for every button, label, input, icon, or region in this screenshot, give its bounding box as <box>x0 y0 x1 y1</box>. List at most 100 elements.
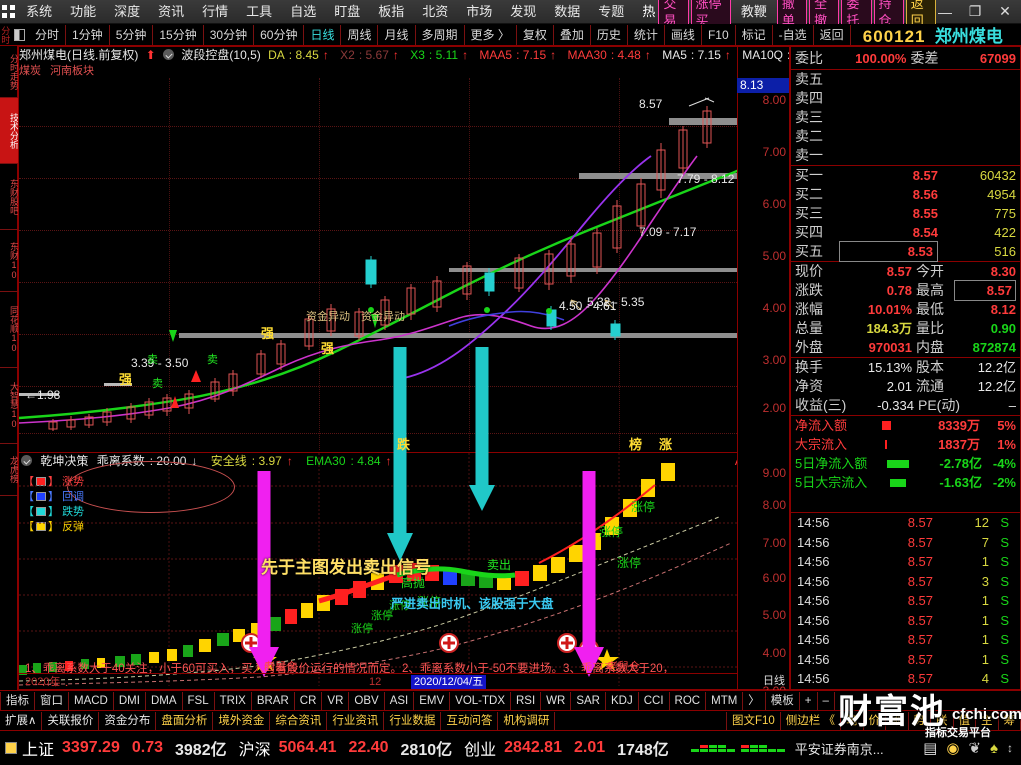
indbar-cci[interactable]: CCI <box>639 691 670 710</box>
indbar-vr[interactable]: VR <box>322 691 350 710</box>
minimize-icon[interactable]: — <box>938 3 952 20</box>
bid-row-5[interactable]: 买五 8.53 516 <box>791 241 1020 262</box>
bid-row-1[interactable]: 买一 8.57 60432 <box>795 167 1016 183</box>
menu-item-market[interactable]: 市场 <box>466 3 493 19</box>
extbar-tick[interactable]: 笔 <box>841 711 864 730</box>
restore-icon[interactable]: ❐ <box>968 3 982 19</box>
extbar-expand[interactable]: 扩展∧ <box>0 711 43 730</box>
period-tab-more[interactable]: 更多 〉 <box>465 24 517 45</box>
menu-item-discover[interactable]: 发现 <box>510 3 537 19</box>
ticker-row[interactable]: 14:56 8.57 1 S <box>797 593 1009 608</box>
extbar-comprehensive-news[interactable]: 综合资讯 <box>270 711 328 730</box>
indbar-cr[interactable]: CR <box>295 691 323 710</box>
main-price-pane[interactable]: 8.57 7.79 - 8.12 7.09 - 7.17 5.32 - 5.35… <box>19 78 737 450</box>
ticker-row[interactable]: 14:56 8.57 3 S <box>797 573 1009 589</box>
extbar-related-quote[interactable]: 关联报价 <box>42 711 100 730</box>
settings-circle-icon[interactable] <box>163 49 175 60</box>
period-tab-weekly[interactable]: 周线 <box>341 24 379 45</box>
market-heat-grid-icon[interactable] <box>690 744 785 752</box>
indbar-mtm[interactable]: MTM <box>706 691 744 710</box>
menu-item-northcap[interactable]: 北资 <box>422 3 449 19</box>
ticker-row[interactable]: 14:56 8.57 4 S <box>797 671 1009 686</box>
indbar-asi[interactable]: ASI <box>385 691 415 710</box>
index-name-gem[interactable]: 创业 <box>464 742 497 759</box>
tool-return[interactable]: 返回 <box>814 24 851 45</box>
sub-indicator-pane[interactable]: 乾坤决策 乖离系数: 20.00 ↓ 安全线: 3.97 ↑ EMA30: 4.84… <box>19 452 737 686</box>
extbar-link[interactable]: 联 <box>931 711 954 730</box>
tool-history[interactable]: 历史 <box>591 24 628 45</box>
indbar-sar[interactable]: SAR <box>571 691 606 710</box>
ask-row-2[interactable]: 卖二 <box>795 128 823 144</box>
tool-stats[interactable]: 统计 <box>628 24 665 45</box>
ticker-row[interactable]: 14:56 8.57 1 S <box>797 612 1009 628</box>
market-status-icon[interactable] <box>5 742 17 754</box>
menu-item-watchlist[interactable]: 自选 <box>290 3 317 19</box>
extbar-main[interactable]: 主 <box>976 711 999 730</box>
extbar-capital-dist[interactable]: 资金分布 <box>99 711 157 730</box>
extbar-price[interactable]: 价 <box>864 711 886 730</box>
indbar-wr[interactable]: WR <box>541 691 572 710</box>
menu-item-quotes[interactable]: 行情 <box>202 3 229 19</box>
menu-item-monitor[interactable]: 盯盘 <box>334 3 361 19</box>
tool-overlay[interactable]: 叠加 <box>554 24 591 45</box>
menu-item-function[interactable]: 功能 <box>70 3 97 19</box>
period-tab-multi[interactable]: 多周期 <box>416 24 465 45</box>
tool-adjust[interactable]: 复权 <box>517 24 554 45</box>
ticker-row[interactable]: 14:56 8.57 12 S <box>797 515 1009 530</box>
menu-item-hot[interactable]: 热 <box>642 3 656 19</box>
indbar-vol-tdx[interactable]: VOL-TDX <box>450 691 511 710</box>
sub-settings-icon[interactable] <box>21 455 32 466</box>
ask-row-1[interactable]: 卖一 <box>795 147 823 163</box>
indbar-dma[interactable]: DMA <box>146 691 183 710</box>
ask-row-3[interactable]: 卖三 <box>795 109 823 125</box>
indbar-indicator[interactable]: 指标 <box>0 691 35 710</box>
indbar-add-icon[interactable]: + <box>800 691 818 710</box>
indbar-template[interactable]: 模板 <box>766 691 800 710</box>
extbar-value[interactable]: 值 <box>954 711 976 730</box>
menu-item-news[interactable]: 资讯 <box>158 3 185 19</box>
extbar-f10[interactable]: 图文F10 <box>727 711 781 730</box>
indbar-trix[interactable]: TRIX <box>215 691 252 710</box>
sidetab-technical[interactable]: 技术分析 <box>0 98 18 164</box>
ticker-row[interactable]: 14:56 8.57 1 S <box>797 554 1009 569</box>
ask-row-5[interactable]: 卖五 <box>795 71 823 87</box>
indbar-macd[interactable]: MACD <box>69 691 114 710</box>
ask-row-4[interactable]: 卖四 <box>795 90 823 106</box>
sidetab-intraday[interactable]: 分时走势 <box>0 46 18 98</box>
extbar-overseas-capital[interactable]: 境外资金 <box>213 711 271 730</box>
sector-tag-henan[interactable]: 河南板块 <box>50 65 95 77</box>
indbar-kdj[interactable]: KDJ <box>606 691 639 710</box>
period-tab-monthly[interactable]: 月线 <box>378 24 416 45</box>
period-tab-intraday[interactable]: 分时 <box>29 24 66 45</box>
close-icon[interactable]: ✕ <box>999 3 1011 19</box>
menu-item-boardidx[interactable]: 板指 <box>378 3 405 19</box>
menu-item-depth[interactable]: 深度 <box>114 3 141 19</box>
tool-drawline[interactable]: 画线 <box>665 24 702 45</box>
period-tab-60min[interactable]: 60分钟 <box>254 24 305 45</box>
indbar-rsi[interactable]: RSI <box>511 691 542 710</box>
period-tab-30min[interactable]: 30分钟 <box>204 24 255 45</box>
indbar-brar[interactable]: BRAR <box>252 691 295 710</box>
period-tab-15min[interactable]: 15分钟 <box>153 24 204 45</box>
sidetab-dzh10[interactable]: 大智慧10 <box>0 368 18 444</box>
indbar-obv[interactable]: OBV <box>349 691 385 710</box>
indbar-window[interactable]: 窗口 <box>35 691 69 710</box>
ticker-row[interactable]: 14:56 8.57 1 S <box>797 632 1009 647</box>
menu-item-data[interactable]: 数据 <box>554 3 581 19</box>
indbar-more-icon[interactable]: 〉 <box>743 691 766 710</box>
tool-f10[interactable]: F10 <box>702 24 736 45</box>
extbar-interactive-qa[interactable]: 互动问答 <box>441 711 499 730</box>
index-name-sse[interactable]: 上证 <box>22 742 55 759</box>
bid-row-3[interactable]: 买三 8.55 775 <box>795 205 1016 221</box>
menu-item-system[interactable]: 系统 <box>26 3 53 19</box>
broker-name[interactable]: 平安证券南京... <box>794 741 884 757</box>
period-tab-1min[interactable]: 1分钟 <box>66 24 110 45</box>
trade-ticker-list[interactable]: 14:56 8.57 12 S 14:56 8.57 7 S 14:56 8.57 1 S 14:… <box>791 512 1020 689</box>
list-icon[interactable]: ▤ <box>923 740 938 757</box>
period-tab-daily[interactable]: 日线 <box>304 24 342 45</box>
ask-book[interactable]: 卖五 卖四 卖三 卖二 卖一 <box>791 70 1020 165</box>
period-tab-5min[interactable]: 5分钟 <box>110 24 154 45</box>
index-name-hs[interactable]: 沪深 <box>238 742 271 759</box>
sector-tag-coal[interactable]: 煤炭 <box>19 65 41 77</box>
satellite-icon[interactable]: ❦ <box>968 740 982 757</box>
